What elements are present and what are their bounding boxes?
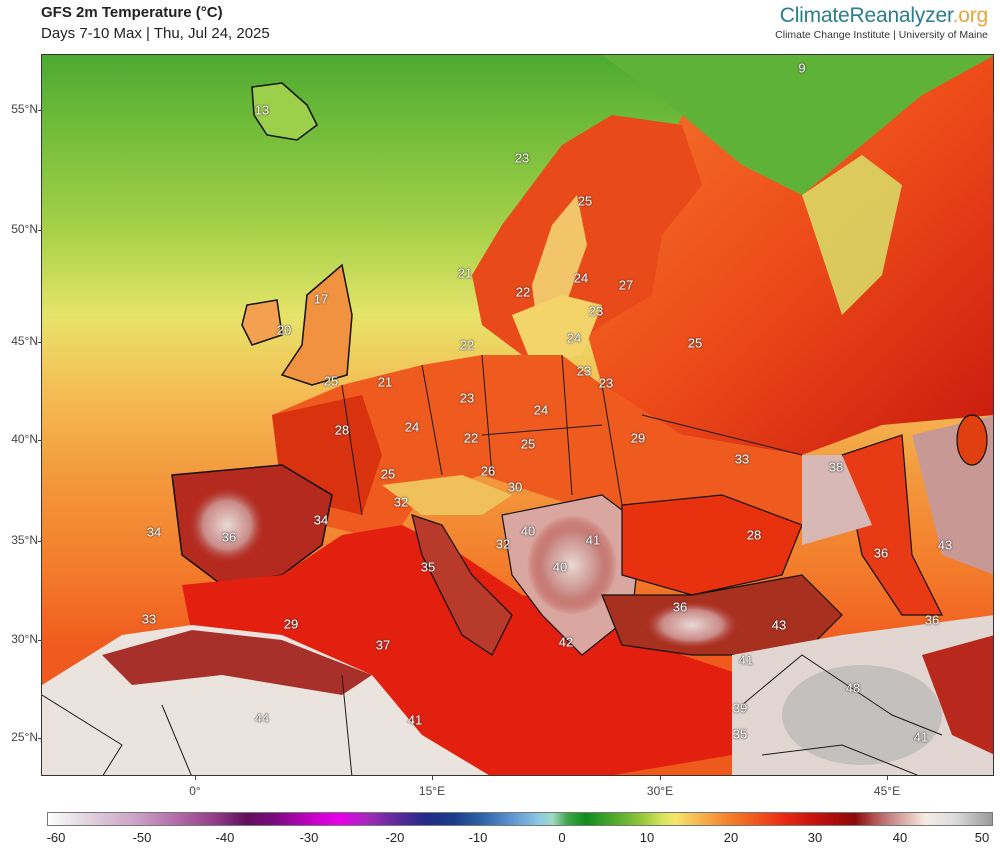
y-axis-label: 55°N [11,102,38,116]
brand-tld: .org [952,4,989,27]
temperature-value-label: 22 [463,430,479,446]
y-axis-tick [38,440,41,441]
y-axis-tick [38,541,41,542]
y-axis-label: 25°N [11,730,38,744]
temperature-value-label: 22 [515,284,531,300]
colorbar-tick-label: 40 [892,830,908,845]
temperature-value-label: 32 [495,536,511,552]
temperature-value-label: 41 [913,729,929,745]
temperature-value-label: 36 [924,612,940,628]
y-axis-label: 40°N [11,432,38,446]
temperature-value-label: 13 [254,102,270,118]
temperature-value-label: 41 [738,652,754,668]
colorbar-tick-label: -10 [468,830,488,845]
y-axis-label: 35°N [11,533,38,547]
temperature-value-label: 24 [533,402,549,418]
y-axis-tick [38,738,41,739]
temperature-value-label: 24 [566,330,582,346]
colorbar-tick-label: -40 [215,830,235,845]
temperature-value-label: 23 [588,303,604,319]
y-axis-tick [38,110,41,111]
temperature-value-label: 37 [375,637,391,653]
temperature-value-label: 36 [221,529,237,545]
temperature-value-label: 27 [618,277,634,293]
temperature-value-label: 28 [334,422,350,438]
brand-name: ClimateReanalyzer [779,4,953,27]
colorbar-tick-label: 30 [807,830,823,845]
chart-subtitle: Days 7-10 Max | Thu, Jul 24, 2025 [41,25,270,42]
temperature-value-label: 24 [404,419,420,435]
map-canvas [42,55,993,775]
temperature-value-label: 34 [313,512,329,528]
colorbar-tick-label: 0 [558,830,566,845]
temperature-value-label: 25 [687,335,703,351]
temperature-value-label: 30 [507,479,523,495]
x-axis-label: 30°E [646,784,674,798]
temperature-value-label: 36 [873,545,889,561]
brand-logo[interactable]: ClimateReanalyzer.org [780,4,988,28]
temperature-value-label: 9 [798,60,806,76]
x-axis-tick [660,776,661,780]
temperature-value-label: 35 [420,559,436,575]
temperature-value-label: 44 [254,710,270,726]
temperature-value-label: 40 [520,523,536,539]
temperature-map [41,54,994,776]
temperature-value-label: 23 [514,150,530,166]
temperature-value-label: 38 [828,459,844,475]
x-axis-tick [432,776,433,780]
temperature-value-label: 25 [380,466,396,482]
temperature-value-label: 20 [276,322,292,338]
colorbar-tick-label: -50 [132,830,152,845]
temperature-value-label: 23 [576,363,592,379]
brand-subtitle: Climate Change Institute | University of… [775,29,988,41]
temperature-value-label: 21 [457,265,473,281]
y-axis-tick [38,342,41,343]
temperature-value-label: 28 [746,527,762,543]
temperature-value-label: 24 [573,270,589,286]
colorbar-tick-label: 50 [974,830,990,845]
temperature-value-label: 42 [558,634,574,650]
colorbar-tick-label: -20 [385,830,405,845]
x-axis-label: 0° [189,784,201,798]
temperature-value-label: 22 [459,337,475,353]
colorbar-tick-label: 20 [723,830,739,845]
temperature-value-label: 17 [313,291,329,307]
temperature-value-label: 43 [771,617,787,633]
temperature-value-label: 39 [732,700,748,716]
y-axis-tick [38,230,41,231]
chart-title: GFS 2m Temperature (°C) [41,4,223,21]
temperature-value-label: 33 [141,611,157,627]
colorbar-tick-label: 10 [639,830,655,845]
colorbar-tick-label: -60 [46,830,66,845]
temperature-value-label: 41 [407,712,423,728]
y-axis-label: 30°N [11,632,38,646]
temperature-value-label: 41 [585,532,601,548]
temperature-value-label: 43 [937,537,953,553]
temperature-value-label: 25 [520,436,536,452]
x-axis-tick [195,776,196,780]
temperature-value-label: 34 [146,524,162,540]
temperature-value-label: 36 [672,599,688,615]
temperature-value-label: 23 [598,375,614,391]
colorbar [47,812,993,826]
temperature-value-label: 32 [393,494,409,510]
x-axis-label: 45°E [873,784,901,798]
temperature-value-label: 35 [732,726,748,742]
temperature-value-label: 29 [630,430,646,446]
temperature-value-label: 40 [552,559,568,575]
temperature-value-label: 23 [459,390,475,406]
colorbar-tick-label: -30 [299,830,319,845]
x-axis-tick [887,776,888,780]
temperature-value-label: 33 [734,451,750,467]
y-axis-label: 45°N [11,334,38,348]
temperature-value-label: 25 [577,193,593,209]
temperature-value-label: 29 [283,616,299,632]
temperature-value-label: 26 [480,463,496,479]
temperature-value-label: 25 [323,373,339,389]
x-axis-label: 15°E [418,784,446,798]
y-axis-label: 50°N [11,222,38,236]
y-axis-tick [38,640,41,641]
temperature-value-label: 48 [845,680,861,696]
temperature-value-label: 21 [377,374,393,390]
